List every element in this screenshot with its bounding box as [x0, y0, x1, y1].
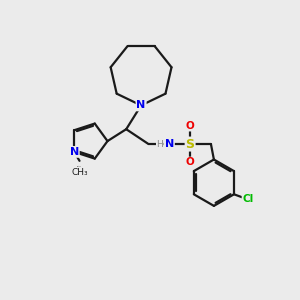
- Text: S: S: [186, 138, 195, 151]
- Text: CH₃: CH₃: [71, 168, 88, 177]
- Text: Cl: Cl: [242, 194, 254, 205]
- Text: O: O: [186, 158, 194, 167]
- Text: N: N: [136, 100, 146, 110]
- Text: N: N: [165, 139, 174, 149]
- Text: H: H: [156, 140, 163, 148]
- Text: methyl: methyl: [77, 166, 82, 167]
- Text: O: O: [186, 121, 194, 130]
- Text: N: N: [70, 147, 79, 157]
